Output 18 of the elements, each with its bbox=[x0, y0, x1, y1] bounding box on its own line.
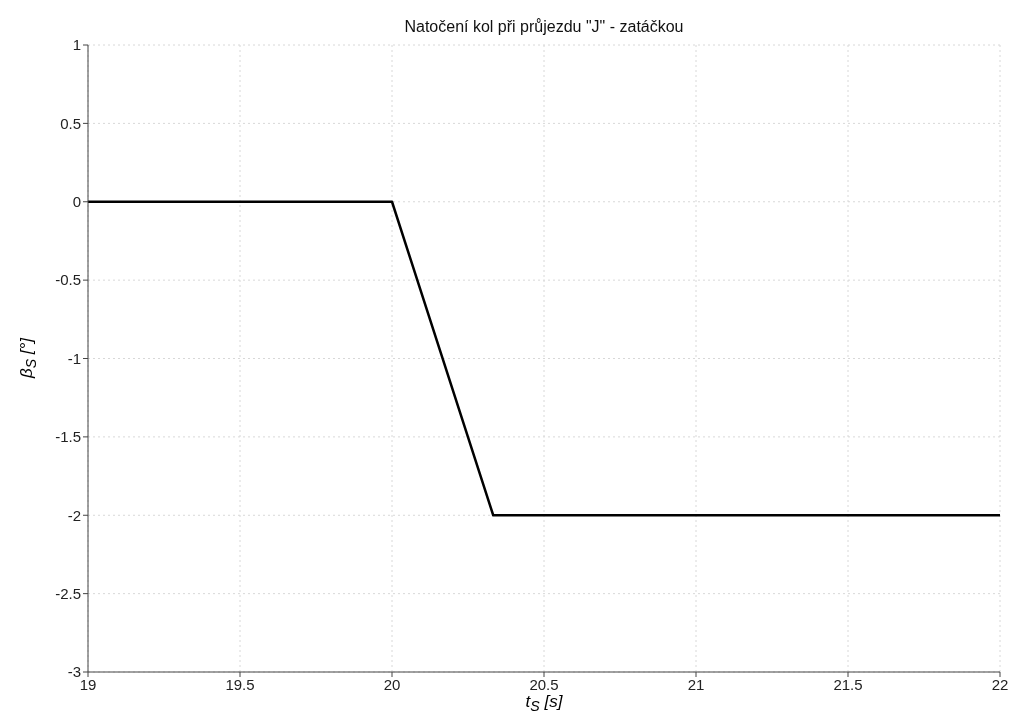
x-tick-label: 20.5 bbox=[529, 675, 559, 693]
y-tick-label: -1 bbox=[67, 349, 81, 367]
y-tick-label: -3 bbox=[67, 663, 81, 681]
x-tick-label: 19 bbox=[79, 675, 97, 693]
y-tick-label: -2.5 bbox=[55, 584, 81, 602]
x-tick-label: 21.5 bbox=[833, 675, 863, 693]
x-tick-label: 21 bbox=[687, 675, 705, 693]
y-tick-label: -2 bbox=[67, 506, 81, 524]
y-tick-label: 0 bbox=[72, 193, 81, 211]
x-tick-label: 19.5 bbox=[225, 675, 255, 693]
y-tick-label: 1 bbox=[72, 36, 81, 54]
y-tick-label: 0.5 bbox=[60, 114, 81, 132]
y-tick-label: -1.5 bbox=[55, 428, 81, 446]
x-tick-label: 22 bbox=[991, 675, 1009, 693]
y-tick-label: -0.5 bbox=[55, 271, 81, 289]
chart-title: Natočení kol při průjezdu "J" - zatáčkou bbox=[403, 18, 685, 36]
x-tick-label: 20 bbox=[383, 675, 401, 693]
x-axis-title: t$_{S}$ [s] bbox=[524, 692, 564, 715]
